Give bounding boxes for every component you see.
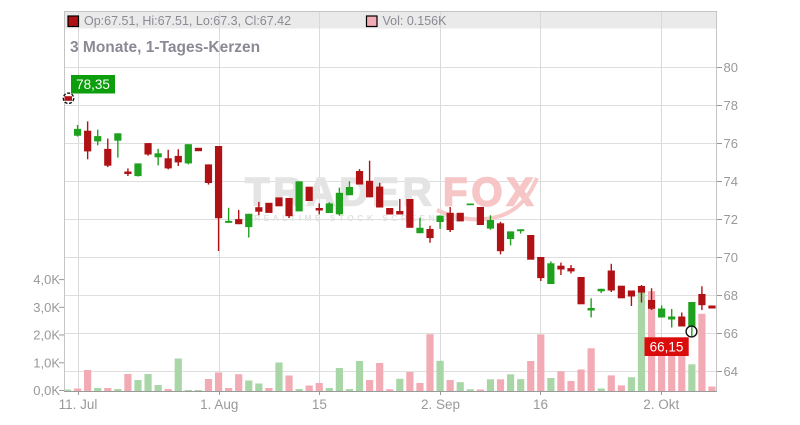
- svg-text:Op:67.51, Hi:67.51, Lo:67.3, C: Op:67.51, Hi:67.51, Lo:67.3, Cl:67.42: [84, 14, 291, 28]
- svg-text:70: 70: [724, 250, 738, 265]
- svg-text:74: 74: [724, 174, 738, 189]
- svg-text:11. Jul: 11. Jul: [59, 397, 98, 412]
- svg-text:2. Okt: 2. Okt: [643, 397, 679, 412]
- svg-text:2. Sep: 2. Sep: [421, 397, 460, 412]
- svg-text:1. Aug: 1. Aug: [200, 397, 238, 412]
- svg-text:80: 80: [724, 60, 738, 75]
- svg-text:66: 66: [724, 326, 738, 341]
- svg-text:66,15: 66,15: [650, 340, 684, 355]
- svg-text:1,0K: 1,0K: [33, 355, 60, 370]
- svg-text:76: 76: [724, 136, 738, 151]
- svg-text:78: 78: [724, 98, 738, 113]
- svg-text:15: 15: [312, 397, 327, 412]
- svg-text:2,0K: 2,0K: [33, 328, 60, 343]
- svg-text:REALTIME STOCK SCREENING: REALTIME STOCK SCREENING: [254, 213, 463, 223]
- svg-text:4,0K: 4,0K: [33, 272, 60, 287]
- svg-text:78,35: 78,35: [76, 77, 110, 92]
- svg-text:0,0K: 0,0K: [33, 383, 60, 398]
- svg-text:72: 72: [724, 212, 738, 227]
- svg-text:64: 64: [724, 364, 738, 379]
- svg-text:FOX: FOX: [443, 171, 537, 215]
- svg-text:3 Monate, 1-Tages-Kerzen: 3 Monate, 1-Tages-Kerzen: [70, 39, 260, 56]
- svg-text:16: 16: [533, 397, 548, 412]
- svg-text:68: 68: [724, 288, 738, 303]
- svg-text:Vol: 0.156K: Vol: 0.156K: [383, 14, 448, 28]
- svg-text:3,0K: 3,0K: [33, 300, 60, 315]
